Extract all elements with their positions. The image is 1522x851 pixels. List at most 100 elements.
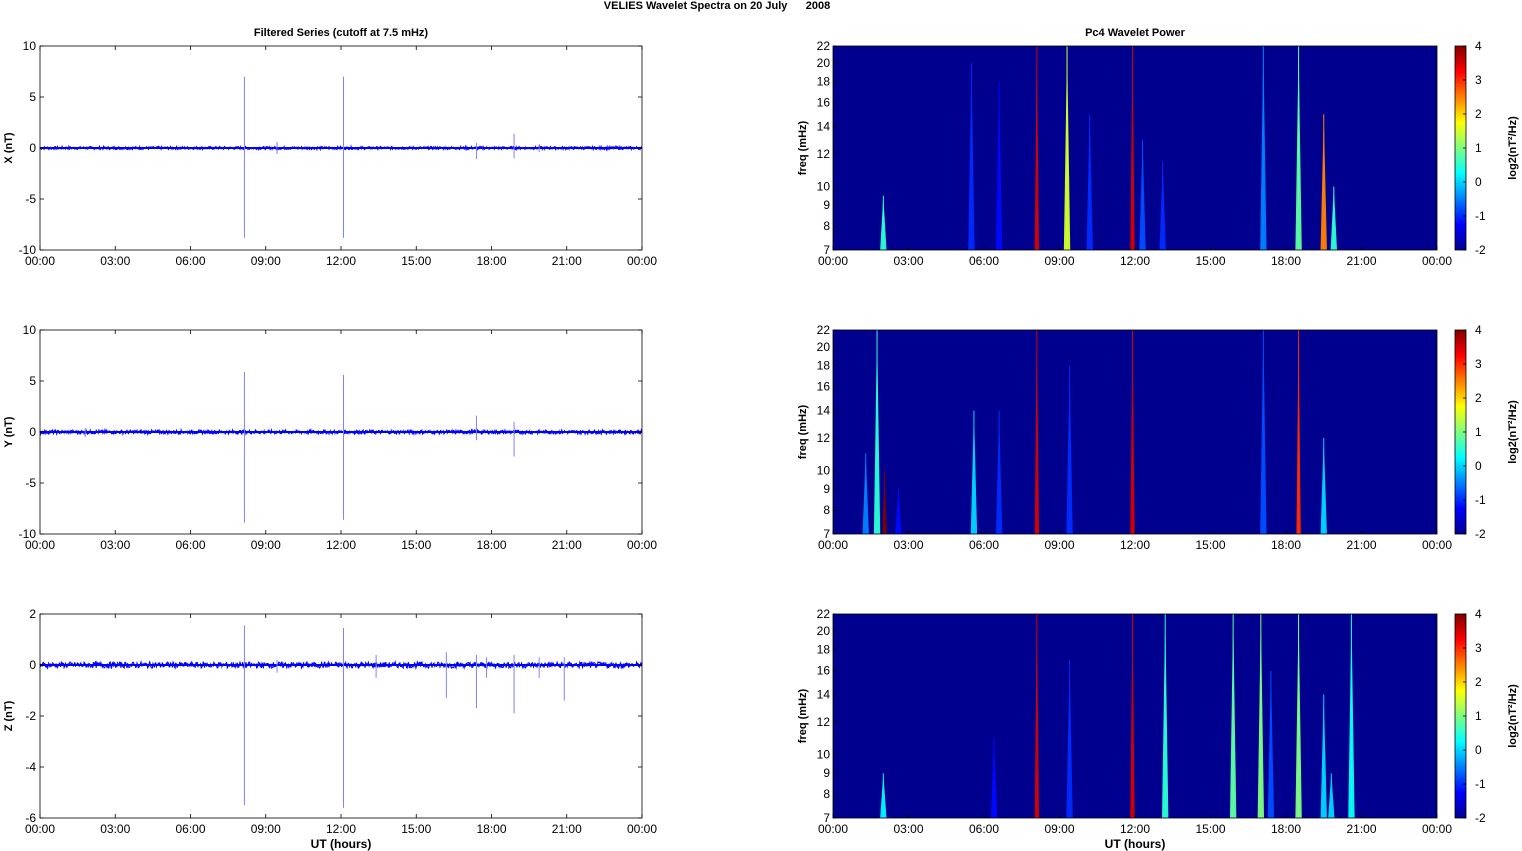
x-tick-label: 03:00: [100, 254, 130, 268]
x-tick-label: 12:00: [326, 822, 356, 836]
x-tick-label: 12:00: [1120, 822, 1150, 836]
x-tick-label: 09:00: [1044, 822, 1074, 836]
y-tick-label: 20: [817, 340, 831, 354]
y-tick-label: 10: [23, 39, 37, 53]
panel-title: Pc4 Wavelet Power: [1085, 27, 1186, 39]
y-tick-label: 7: [823, 527, 830, 541]
x-tick-label: 06:00: [969, 822, 999, 836]
x-tick-label: 06:00: [969, 254, 999, 268]
x-tick-label: 18:00: [1271, 822, 1301, 836]
x-tick-label: 15:00: [1195, 538, 1225, 552]
colorbar-tick-label: 3: [1475, 73, 1482, 87]
y-tick-label: 7: [823, 243, 830, 257]
y-tick-label: -6: [25, 811, 36, 825]
x-tick-label: 15:00: [1195, 254, 1225, 268]
x-tick-label: 03:00: [893, 538, 923, 552]
x-tick-label: 21:00: [1346, 254, 1376, 268]
x-tick-label: 00:00: [818, 538, 848, 552]
x-tick-label: 12:00: [1120, 254, 1150, 268]
y-tick-label: 18: [817, 75, 831, 89]
colorbar-tick-label: 2: [1475, 391, 1482, 405]
x-tick-label: 03:00: [893, 822, 923, 836]
colorbar-tick-label: -2: [1475, 811, 1486, 825]
x-tick-label: 00:00: [25, 822, 55, 836]
heatmap-background: [833, 46, 1437, 250]
y-tick-label: 2: [29, 607, 36, 621]
x-tick-label: 00:00: [1422, 538, 1452, 552]
x-tick-label: 06:00: [175, 822, 205, 836]
colorbar-label: log2(nT²/Hz): [1507, 684, 1519, 748]
x-tick-label: 03:00: [893, 254, 923, 268]
x-axis-label: UT (hours): [1105, 837, 1166, 851]
y-axis-label: freq (mHz): [797, 688, 809, 743]
y-tick-label: 8: [823, 219, 830, 233]
y-tick-label: 12: [817, 431, 831, 445]
x-tick-label: 00:00: [627, 538, 657, 552]
colorbar-tick-label: 2: [1475, 675, 1482, 689]
y-tick-label: 20: [817, 624, 831, 638]
y-tick-label: 0: [29, 658, 36, 672]
x-tick-label: 15:00: [401, 254, 431, 268]
y-tick-label: -4: [25, 760, 36, 774]
y-tick-label: 14: [817, 404, 831, 418]
y-axis-label: Y (nT): [3, 416, 15, 447]
colorbar-tick-label: -1: [1475, 493, 1486, 507]
x-tick-label: 21:00: [552, 538, 582, 552]
series-panel-1: -10 -5 0 5 10 X (nT) 00:00 03:00 06:00 09:00 12:00…: [3, 27, 657, 268]
y-tick-label: 5: [29, 374, 36, 388]
y-tick-label: 8: [823, 787, 830, 801]
y-tick-label: 10: [817, 747, 831, 761]
x-tick-label: 09:00: [251, 822, 281, 836]
y-tick-label: 12: [817, 147, 831, 161]
x-tick-label: 21:00: [1346, 822, 1376, 836]
colorbar-label: log2(nT²/Hz): [1507, 116, 1519, 180]
y-tick-label: 12: [817, 715, 831, 729]
y-tick-label: -2: [25, 709, 36, 723]
x-tick-label: 00:00: [25, 254, 55, 268]
x-tick-label: 00:00: [1422, 254, 1452, 268]
y-tick-label: 5: [29, 90, 36, 104]
x-tick-label: 03:00: [100, 538, 130, 552]
x-tick-label: 12:00: [326, 538, 356, 552]
x-tick-label: 00:00: [1422, 822, 1452, 836]
y-axis-label: Z (nT): [3, 700, 15, 731]
x-tick-label: 18:00: [476, 538, 506, 552]
x-tick-label: 06:00: [175, 538, 205, 552]
x-tick-label: 15:00: [401, 538, 431, 552]
x-tick-label: 03:00: [100, 822, 130, 836]
y-tick-label: 16: [817, 96, 831, 110]
y-axis-label: X (nT): [3, 132, 15, 163]
y-tick-label: 22: [817, 607, 831, 621]
y-tick-label: 10: [817, 179, 831, 193]
x-tick-label: 09:00: [251, 538, 281, 552]
colorbar: 4 3 2 1 0 -1 -2 log2(nT²/Hz): [1454, 39, 1519, 257]
y-tick-label: 14: [817, 120, 831, 134]
x-tick-label: 21:00: [552, 254, 582, 268]
y-tick-label: 22: [817, 39, 831, 53]
y-tick-label: 0: [29, 425, 36, 439]
x-tick-label: 18:00: [1271, 254, 1301, 268]
y-tick-label: -10: [19, 243, 37, 257]
y-tick-label: 9: [823, 482, 830, 496]
colorbar-tick-label: 2: [1475, 107, 1482, 121]
y-tick-label: 16: [817, 664, 831, 678]
colorbar-tick-label: 3: [1475, 357, 1482, 371]
x-tick-label: 21:00: [552, 822, 582, 836]
y-tick-label: 9: [823, 198, 830, 212]
y-tick-label: 8: [823, 503, 830, 517]
heatmap-background: [833, 330, 1437, 534]
panel-title: Filtered Series (cutoff at 7.5 mHz): [254, 27, 429, 39]
x-tick-label: 00:00: [627, 822, 657, 836]
x-tick-label: 00:00: [818, 822, 848, 836]
x-tick-label: 00:00: [818, 254, 848, 268]
y-axis-label: freq (mHz): [797, 120, 809, 175]
colorbar-tick-label: 0: [1475, 175, 1482, 189]
colorbar-tick-label: 1: [1475, 425, 1482, 439]
x-tick-label: 09:00: [1044, 538, 1074, 552]
series-panel-3: -6 -4 -2 0 2 Z (nT) 00:00 03:00 06:00 09:00 12:00 1…: [3, 607, 657, 851]
heatmap-background: [833, 614, 1437, 818]
x-tick-label: 18:00: [476, 822, 506, 836]
x-tick-label: 18:00: [1271, 538, 1301, 552]
